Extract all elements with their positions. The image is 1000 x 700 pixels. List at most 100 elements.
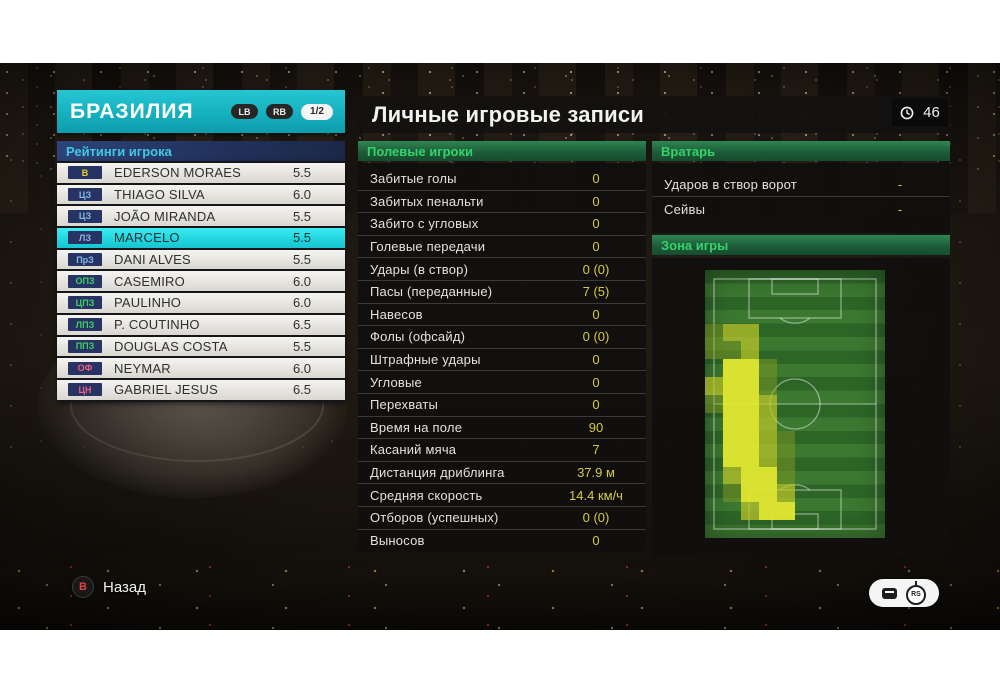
heatmap-cell — [777, 484, 795, 503]
stat-value: 0 — [592, 216, 600, 232]
heatmap-cell — [759, 288, 777, 306]
heatmap-cell — [741, 520, 759, 538]
gamepad-b-button-icon[interactable]: B — [72, 576, 94, 598]
stat-label: Голевые передачи — [370, 239, 486, 255]
heatmap-cell — [759, 270, 777, 288]
heatmap-cell — [795, 270, 813, 288]
heatmap-cell — [705, 323, 723, 342]
heatmap-cell — [759, 359, 777, 378]
player-rating: 6.0 — [292, 295, 312, 311]
heatmap-cell — [723, 270, 741, 288]
heatmap-cell — [849, 341, 867, 359]
heatmap-cell — [741, 270, 759, 288]
player-row[interactable]: В EDERSON MORAES 5.5 — [57, 161, 345, 185]
position-badge: ППЗ — [68, 339, 102, 353]
stat-row: Дистанция дриблинга 37.9 м — [358, 462, 646, 485]
stat-value: - — [897, 201, 903, 217]
stat-value: 0 — [592, 397, 600, 413]
heatmap-cell — [795, 449, 813, 467]
player-rating: 6.5 — [292, 317, 312, 333]
heatmap-cell — [813, 484, 831, 502]
heatmap-cell — [759, 341, 777, 359]
player-name: CASEMIRO — [114, 273, 185, 289]
background-car-lights — [0, 560, 1000, 630]
player-row[interactable]: ЦЗ JOÃO MIRANDA 5.5 — [57, 206, 345, 229]
heatmap-cell — [831, 306, 849, 324]
player-row[interactable]: ОФ NEYMAR 6.0 — [57, 358, 345, 380]
heatmap-cell — [777, 413, 795, 431]
position-badge: ЛПЗ — [68, 318, 102, 332]
rb-button-badge[interactable]: RB — [266, 104, 293, 119]
heatmap-cell — [831, 449, 849, 467]
heatmap-cell — [705, 520, 723, 538]
position-badge: ЦЗ — [68, 209, 102, 223]
heatmap-cell — [759, 430, 777, 449]
player-row[interactable]: ЦЗ THIAGO SILVA 6.0 — [57, 184, 345, 207]
heatmap-cell — [723, 323, 741, 342]
stat-value: 0 — [592, 532, 600, 548]
heatmap-cell — [741, 395, 759, 413]
heatmap-cell — [813, 413, 831, 431]
heatmap-cell — [777, 466, 795, 485]
stat-row: Забитых пенальти 0 — [358, 191, 646, 214]
player-ratings-header: Рейтинги игрока — [57, 141, 345, 161]
social-controls[interactable]: RS — [869, 579, 939, 607]
heatmap-cell — [867, 341, 885, 359]
heatmap-cell — [723, 395, 741, 413]
heatmap-cell — [867, 288, 885, 306]
player-name: NEYMAR — [114, 360, 171, 376]
player-row[interactable]: ПрЗ DANI ALVES 5.5 — [57, 249, 345, 272]
heatmap-cell — [831, 341, 849, 359]
heatmap-cell — [867, 324, 885, 342]
stat-row: Навесов 0 — [358, 304, 646, 327]
player-row[interactable]: ЦН GABRIEL JESUS 6.5 — [57, 379, 345, 402]
heatmap-cell — [867, 413, 885, 431]
heatmap-cell — [831, 502, 849, 520]
heatmap-cell — [813, 324, 831, 342]
player-rating: 5.5 — [292, 252, 312, 268]
stat-value: 0 (0) — [582, 329, 610, 345]
heatmap-cell — [759, 520, 777, 538]
stat-label: Средняя скорость — [370, 487, 483, 503]
heatmap-cell — [831, 395, 849, 413]
heatmap-cell — [867, 449, 885, 467]
heatmap-cell — [777, 270, 795, 288]
stat-value: 0 — [592, 193, 600, 209]
player-row[interactable]: ЛЗ MARCELO 5.5 — [57, 228, 345, 250]
heatmap-cell — [705, 359, 723, 377]
chat-icon[interactable] — [882, 587, 897, 599]
stat-label: Время на поле — [370, 419, 463, 435]
player-rating: 5.5 — [292, 208, 312, 224]
back-label: Назад — [103, 578, 146, 596]
heatmap-cell — [795, 324, 813, 342]
heatmap-cell — [831, 359, 849, 377]
player-row[interactable]: ОПЗ CASEMIRO 6.0 — [57, 271, 345, 294]
lb-button-badge[interactable]: LB — [231, 104, 258, 119]
heatmap-cell — [795, 395, 813, 413]
goalkeeper-section-label: Вратарь — [661, 143, 716, 159]
player-row[interactable]: ЛПЗ P. COUTINHO 6.5 — [57, 314, 345, 337]
right-stick-icon[interactable]: RS — [906, 584, 926, 605]
page-title: Личные игровые записи — [372, 101, 645, 127]
heatmap-cell — [795, 502, 813, 520]
heatmap-cell — [723, 306, 741, 324]
heatmap-cell — [813, 520, 831, 538]
heatmap-cell — [723, 520, 741, 538]
heatmap-cell — [777, 359, 795, 377]
stat-label: Выносов — [370, 532, 425, 548]
heatmap-cell — [831, 413, 849, 431]
heatmap-cell — [813, 270, 831, 288]
back-control[interactable]: B Назад — [72, 576, 146, 598]
player-row[interactable]: ЦПЗ PAULINHO 6.0 — [57, 293, 345, 315]
heatmap-cell — [741, 448, 759, 467]
heatmap-cell — [849, 520, 867, 538]
heatmap-cell — [795, 520, 813, 538]
player-row[interactable]: ППЗ DOUGLAS COSTA 5.5 — [57, 336, 345, 359]
position-badge: ЛЗ — [68, 231, 102, 245]
player-rating: 6.0 — [292, 360, 312, 376]
pitch-heatmap — [705, 270, 885, 538]
stat-row: Голевые передачи 0 — [358, 236, 646, 259]
heatmap-cell — [705, 449, 723, 467]
heatmap-cell — [723, 341, 741, 360]
heatmap-cell — [741, 377, 759, 396]
